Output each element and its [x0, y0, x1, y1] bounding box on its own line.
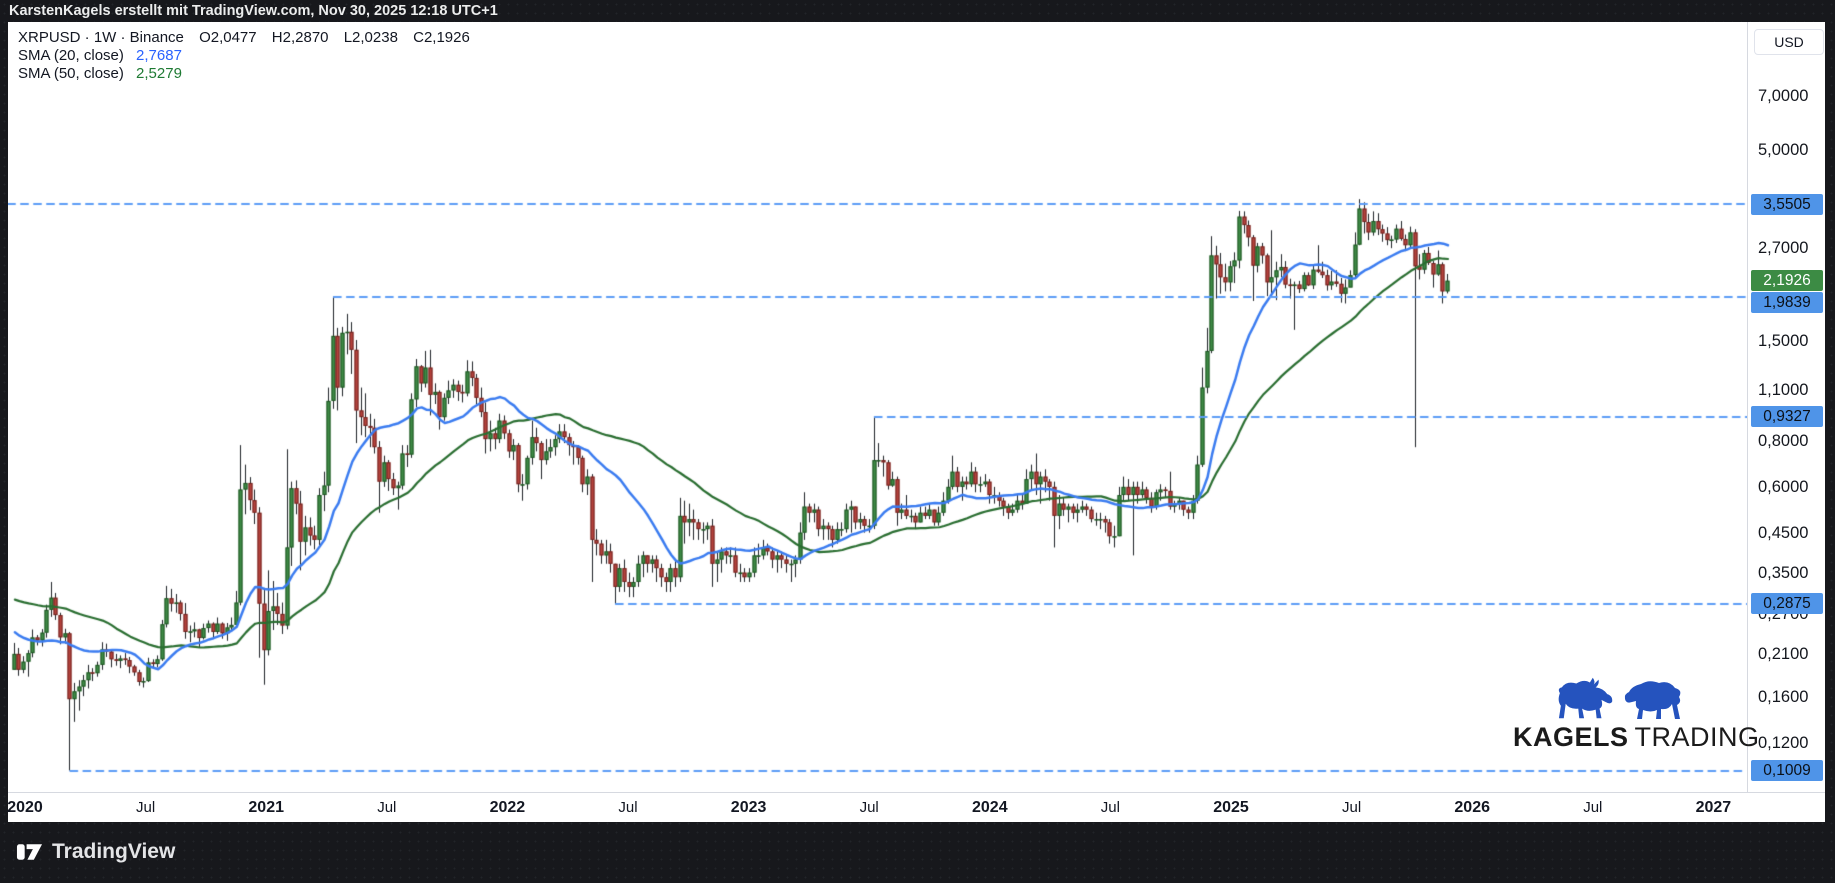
ohlc-close: C2,1926	[413, 29, 470, 46]
bear-icon	[1624, 681, 1681, 719]
price-tick-label: 0,8000	[1758, 432, 1809, 451]
price-badge-0-1009: 0,1009	[1751, 760, 1823, 781]
time-tick-year: 2020	[7, 799, 43, 816]
symbol-legend-row: XRPUSD · 1W · Binance O2,0477 H2,2870 L2…	[18, 30, 470, 45]
time-tick-jul: Jul	[377, 799, 397, 816]
price-badge-3-5505: 3,5505	[1751, 193, 1823, 215]
price-badge-0-9327: 0,9327	[1751, 406, 1823, 428]
kagels-trading-watermark: KAGELS TRADING	[1513, 674, 1759, 753]
time-tick-year: 2021	[248, 799, 284, 816]
price-scale[interactable]: 7,0000 5,0000 2,7000 1,5000 1,1000 0,8000 0,60…	[1747, 22, 1825, 792]
price-tick-label: 1,1000	[1758, 381, 1809, 400]
price-tick-label: 7,0000	[1758, 87, 1809, 105]
price-badge-0-2875: 0,2875	[1751, 593, 1823, 615]
time-tick-year: 2024	[972, 799, 1008, 816]
currency-toggle-button[interactable]: USD	[1754, 29, 1824, 55]
time-tick-year: 2022	[489, 799, 526, 816]
time-tick-year: 2026	[1454, 799, 1490, 816]
price-tick-label: 0,1200	[1758, 733, 1809, 752]
time-tick-year: 2025	[1213, 799, 1249, 816]
price-chart-canvas[interactable]	[8, 22, 1747, 792]
attribution-bar: KarstenKagels erstellt mit TradingView.c…	[0, 0, 1835, 22]
chart-panel: XRPUSD · 1W · Binance O2,0477 H2,2870 L2…	[7, 22, 1825, 822]
watermark-icons	[1513, 674, 1728, 720]
time-tick-year: 2023	[730, 799, 767, 816]
price-tick-label: 1,5000	[1758, 332, 1809, 351]
time-tick-jul: Jul	[1342, 799, 1362, 816]
sma50-value: 2,5279	[136, 65, 182, 82]
tradingview-logo-icon	[16, 844, 43, 860]
price-tick-label: 5,0000	[1758, 140, 1809, 159]
time-tick-jul: Jul	[1583, 799, 1603, 816]
price-tick-label: 0,3500	[1758, 563, 1809, 582]
bull-icon	[1558, 677, 1613, 719]
price-chart-pane[interactable]: XRPUSD · 1W · Binance O2,0477 H2,2870 L2…	[8, 22, 1759, 792]
watermark-brand-bold: KAGELS	[1513, 722, 1629, 752]
footer-bar: TradingView	[0, 822, 1835, 883]
chart-legend: XRPUSD · 1W · Binance O2,0477 H2,2870 L2…	[18, 30, 470, 84]
time-scale[interactable]: 2020 Jul 2021 Jul 2022 Jul 2023 Jul 2024 Jul 2025 J…	[7, 792, 1825, 822]
time-tick-jul: Jul	[859, 799, 879, 816]
watermark-brand-text: KAGELS TRADING	[1513, 722, 1759, 753]
price-tick-label: 0,4500	[1758, 523, 1809, 542]
sma20-legend-row[interactable]: SMA (20, close) 2,7687	[18, 48, 470, 63]
ohlc-high: H2,2870	[271, 29, 329, 46]
ohlc-open: O2,0477	[199, 29, 257, 46]
watermark-brand-regular: TRADING	[1634, 722, 1760, 752]
price-badge-1-9839: 1,9839	[1751, 292, 1823, 314]
symbol-title[interactable]: XRPUSD · 1W · Binance	[18, 29, 184, 46]
time-tick-year: 2027	[1695, 799, 1732, 816]
time-tick-jul: Jul	[1100, 799, 1120, 816]
time-tick-jul: Jul	[618, 799, 638, 816]
tradingview-logo[interactable]: TradingView	[16, 839, 175, 865]
sma20-label: SMA (20, close)	[18, 47, 124, 64]
sma50-legend-row[interactable]: SMA (50, close) 2,5279	[18, 66, 470, 81]
price-tick-label: 0,1600	[1758, 688, 1809, 707]
ohlc-low: L2,0238	[343, 29, 398, 46]
price-tick-label: 0,2100	[1758, 644, 1809, 663]
sma20-value: 2,7687	[136, 47, 182, 64]
tradingview-logo-text: TradingView	[52, 840, 176, 863]
time-tick-jul: Jul	[136, 799, 156, 816]
sma50-label: SMA (50, close)	[18, 65, 124, 82]
attribution-text: KarstenKagels erstellt mit TradingView.c…	[9, 3, 498, 19]
price-tick-label: 2,7000	[1758, 238, 1809, 257]
price-badge-2-1926: 2,1926	[1751, 270, 1823, 292]
price-tick-label: 0,6000	[1758, 477, 1809, 496]
